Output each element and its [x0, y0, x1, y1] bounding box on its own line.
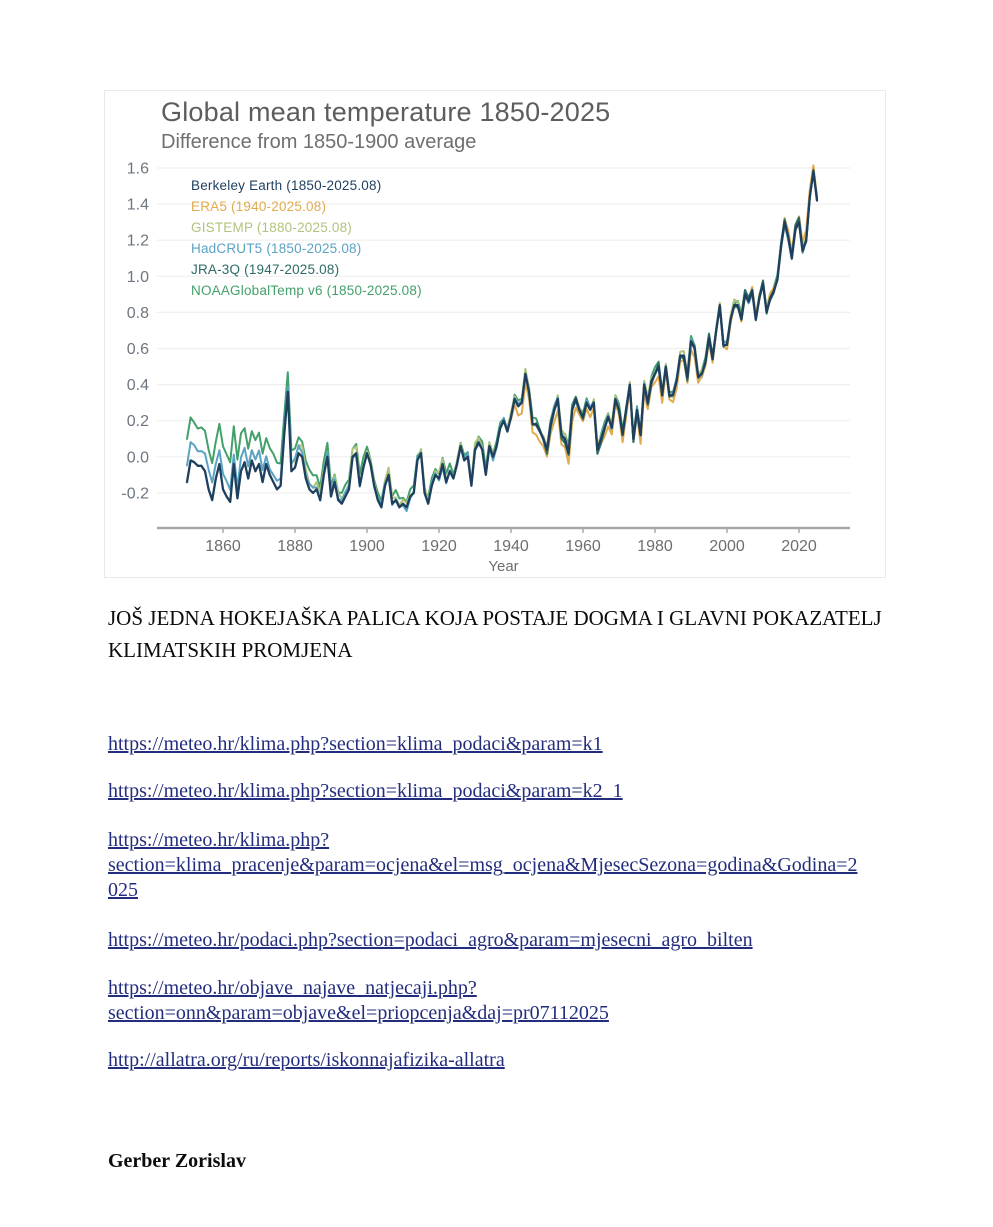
- svg-text:0.8: 0.8: [127, 305, 149, 322]
- svg-text:1.0: 1.0: [127, 269, 149, 286]
- svg-text:1900: 1900: [349, 538, 385, 555]
- legend-item-hadcrut5: HadCRUT5 (1850-2025.08): [191, 241, 362, 256]
- chart-subtitle: Difference from 1850-1900 average: [161, 131, 477, 153]
- series-lines: [185, 164, 819, 513]
- series-line-era5: [510, 164, 818, 465]
- link-paragraph: https://meteo.hr/klima.php?section=klima…: [108, 779, 898, 804]
- legend-item-era5: ERA5 (1940-2025.08): [191, 199, 327, 214]
- svg-text:0.4: 0.4: [127, 377, 149, 394]
- svg-text:1980: 1980: [637, 538, 673, 555]
- x-axis: 1860 1880 1900 1920 1940 1960 1980 2000 2020 Year: [157, 526, 850, 575]
- y-axis-labels: 1.6 1.4 1.2 1.0 0.8 0.6 0.4 0.2 0.0 -0.2: [121, 161, 149, 503]
- svg-text:2000: 2000: [709, 538, 745, 555]
- link-meteo-klima-k2-1[interactable]: https://meteo.hr/klima.php?section=klima…: [108, 780, 623, 802]
- link-allatra-reports[interactable]: http://allatra.org/ru/reports/iskonnajaf…: [108, 1049, 505, 1071]
- link-paragraph: http://allatra.org/ru/reports/iskonnajaf…: [108, 1048, 898, 1073]
- x-axis-title: Year: [488, 558, 518, 575]
- link-paragraph: https://meteo.hr/klima.php? section=klim…: [108, 828, 898, 903]
- svg-text:1.2: 1.2: [127, 233, 149, 250]
- temperature-chart: 1.6 1.4 1.2 1.0 0.8 0.6 0.4 0.2 0.0 -0.2 1860 1880 1…: [104, 90, 886, 578]
- svg-text:1960: 1960: [565, 538, 601, 555]
- document-heading: JOŠ JEDNA HOKEJAŠKA PALICA KOJA POSTAJE …: [108, 606, 882, 662]
- link-meteo-klima-k1[interactable]: https://meteo.hr/klima.php?section=klima…: [108, 733, 603, 755]
- link-paragraph: https://meteo.hr/objave_najave_natjecaji…: [108, 976, 898, 1026]
- series-line-berkeley-earth: [185, 170, 819, 509]
- gridlines: [157, 167, 850, 494]
- svg-text:2020: 2020: [781, 538, 817, 555]
- legend-item-berkeley-earth: Berkeley Earth (1850-2025.08): [191, 178, 382, 193]
- author-signature: Gerber Zorislav: [108, 1150, 246, 1172]
- svg-text:1860: 1860: [205, 538, 241, 555]
- svg-text:1880: 1880: [277, 538, 313, 555]
- svg-text:1920: 1920: [421, 538, 457, 555]
- link-paragraph: https://meteo.hr/klima.php?section=klima…: [108, 732, 898, 757]
- legend-item-jra-3q: JRA-3Q (1947-2025.08): [191, 262, 340, 277]
- svg-text:1.6: 1.6: [127, 161, 149, 178]
- svg-text:0.6: 0.6: [127, 341, 149, 358]
- link-paragraph: https://meteo.hr/podaci.php?section=poda…: [108, 928, 898, 953]
- svg-text:-0.2: -0.2: [121, 485, 149, 502]
- link-meteo-klima-pracenje[interactable]: https://meteo.hr/klima.php? section=klim…: [108, 829, 858, 901]
- svg-text:1.4: 1.4: [127, 197, 149, 214]
- svg-text:0.0: 0.0: [127, 449, 149, 466]
- chart-title: Global mean temperature 1850-2025: [161, 97, 611, 127]
- link-meteo-podaci-agro[interactable]: https://meteo.hr/podaci.php?section=poda…: [108, 929, 753, 951]
- svg-text:1940: 1940: [493, 538, 529, 555]
- link-meteo-objave[interactable]: https://meteo.hr/objave_najave_natjecaji…: [108, 977, 609, 1024]
- legend-item-gistemp: GISTEMP (1880-2025.08): [191, 220, 352, 235]
- chart-legend: Berkeley Earth (1850-2025.08) ERA5 (1940-…: [191, 175, 422, 301]
- legend-item-noaaglobaltemp-v6: NOAAGlobalTemp v6 (1850-2025.08): [191, 283, 422, 298]
- svg-text:0.2: 0.2: [127, 413, 149, 430]
